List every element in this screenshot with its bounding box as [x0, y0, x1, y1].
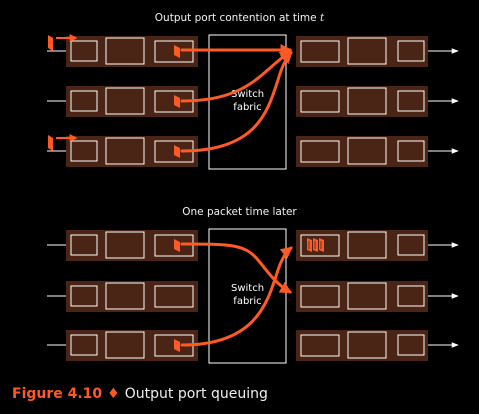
- switch-fabric-label-line1: Switch: [231, 89, 264, 100]
- panel-title-top: Output port contention at time t: [154, 12, 325, 24]
- caption-text: Output port queuing: [124, 386, 268, 402]
- caption-separator: ♦: [107, 386, 120, 402]
- output-port-2: [296, 86, 459, 117]
- path-input3-to-output1: [180, 51, 293, 153]
- output-port-3-later: [296, 330, 459, 361]
- panel-top: Switch fabric: [47, 34, 459, 170]
- packet-input-2: [174, 95, 180, 108]
- path-input1-to-output2-later: [180, 242, 293, 294]
- output-port-3: [296, 136, 459, 167]
- figure-caption: Figure 4.10 ♦ Output port queuing: [12, 386, 268, 402]
- input-port-2-later: [47, 281, 198, 312]
- arriving-packet-3: [48, 134, 78, 151]
- path-input3-to-output1-later: [180, 246, 293, 347]
- output-port-1: [296, 36, 459, 67]
- panel-title-bottom: One packet time later: [182, 206, 297, 218]
- switch-fabric-label-line2-later: fabric: [233, 296, 261, 307]
- output-port-2-later: [296, 281, 459, 312]
- queued-packets-output-1: [307, 238, 324, 252]
- packet-input-3-later: [174, 339, 180, 352]
- arriving-packet-1: [48, 34, 78, 51]
- packet-input-1-later: [174, 239, 180, 252]
- panel-bottom: Switch fabric: [47, 228, 459, 364]
- figure-number: Figure 4.10: [12, 386, 103, 402]
- switch-fabric-label-line2: fabric: [233, 102, 261, 113]
- switch-fabric-label-line1-later: Switch: [231, 283, 264, 294]
- packet-input-3: [174, 145, 180, 158]
- packet-input-1: [174, 45, 180, 58]
